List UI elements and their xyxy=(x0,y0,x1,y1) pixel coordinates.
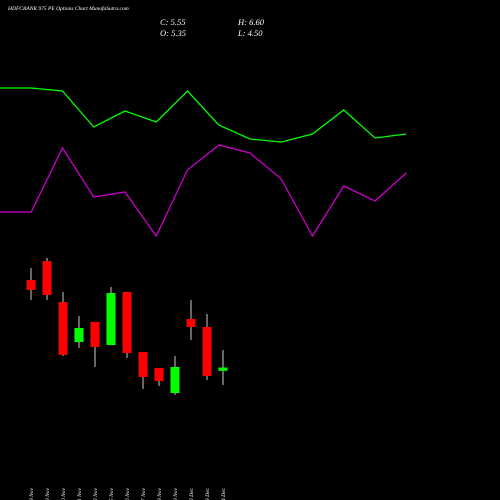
candle-body xyxy=(122,292,132,353)
candle-body xyxy=(42,261,52,295)
candle-body xyxy=(202,327,212,376)
candle-body xyxy=(26,280,36,290)
indicator-line xyxy=(0,144,407,238)
x-tick-label: 18 Nov xyxy=(29,487,35,500)
candle-body xyxy=(186,319,196,327)
open-label: O: 5.35 xyxy=(160,28,186,38)
candle-body xyxy=(106,293,116,345)
chart-title: HDFCBANK 975 PE Options Chart MunafaSutr… xyxy=(7,5,129,12)
x-tick-label: 25 Nov xyxy=(109,487,115,500)
x-tick-label: 27 Nov xyxy=(141,487,147,500)
x-tick-label: 19 Nov xyxy=(45,487,51,500)
x-tick-label: 26 Nov xyxy=(125,487,131,500)
x-tick-label: 21 Nov xyxy=(77,487,83,500)
candle-body xyxy=(74,328,84,342)
high-label: H: 6.60 xyxy=(237,17,265,27)
candle-body xyxy=(58,302,68,355)
low-label: L: 4.50 xyxy=(237,28,263,38)
x-tick-label: 28 Nov xyxy=(157,487,163,500)
x-tick-label: 03 Dec xyxy=(205,487,211,500)
x-tick-label: 04 Dec xyxy=(220,487,227,500)
candle-body xyxy=(170,367,180,393)
indicator-line xyxy=(0,87,407,143)
candle-body xyxy=(154,368,164,381)
candle-body xyxy=(218,367,228,371)
x-tick-label: 02 Dec xyxy=(189,487,195,500)
x-tick-label: 22 Nov xyxy=(93,487,99,500)
candle-body xyxy=(90,322,100,347)
x-tick-label: 29 Nov xyxy=(173,487,179,500)
x-tick-label: 20 Nov xyxy=(61,487,67,500)
close-label: C: 5.55 xyxy=(160,17,186,27)
candle-body xyxy=(138,352,148,377)
